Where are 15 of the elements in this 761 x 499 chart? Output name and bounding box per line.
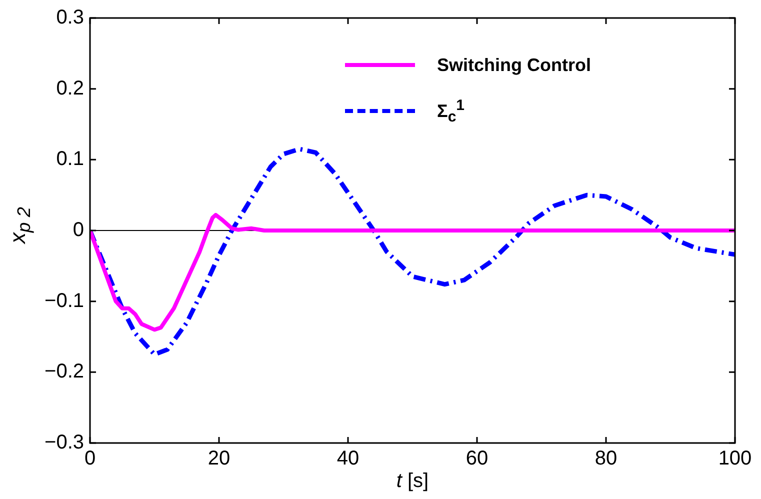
y-tick-label: −0.3 [44, 432, 84, 454]
y-tick-label: 0.3 [56, 6, 84, 29]
x-axis-title: t [s] [395, 470, 430, 493]
y-tick-label: 0 [72, 219, 84, 242]
y-tick-label: 0.2 [56, 77, 84, 100]
x-tick-label: 20 [208, 448, 230, 470]
y-tick-label: −0.1 [44, 290, 84, 312]
y-tick-label: −0.2 [44, 360, 84, 383]
x-tick-label: 100 [718, 448, 752, 470]
legend-label: Switching Control [437, 54, 591, 76]
x-tick-label: 80 [594, 448, 618, 470]
x-tick-label: 60 [466, 448, 488, 470]
y-tick-label: 0.1 [56, 148, 84, 170]
x-tick-label: 40 [336, 448, 360, 470]
line-series [90, 146, 735, 357]
